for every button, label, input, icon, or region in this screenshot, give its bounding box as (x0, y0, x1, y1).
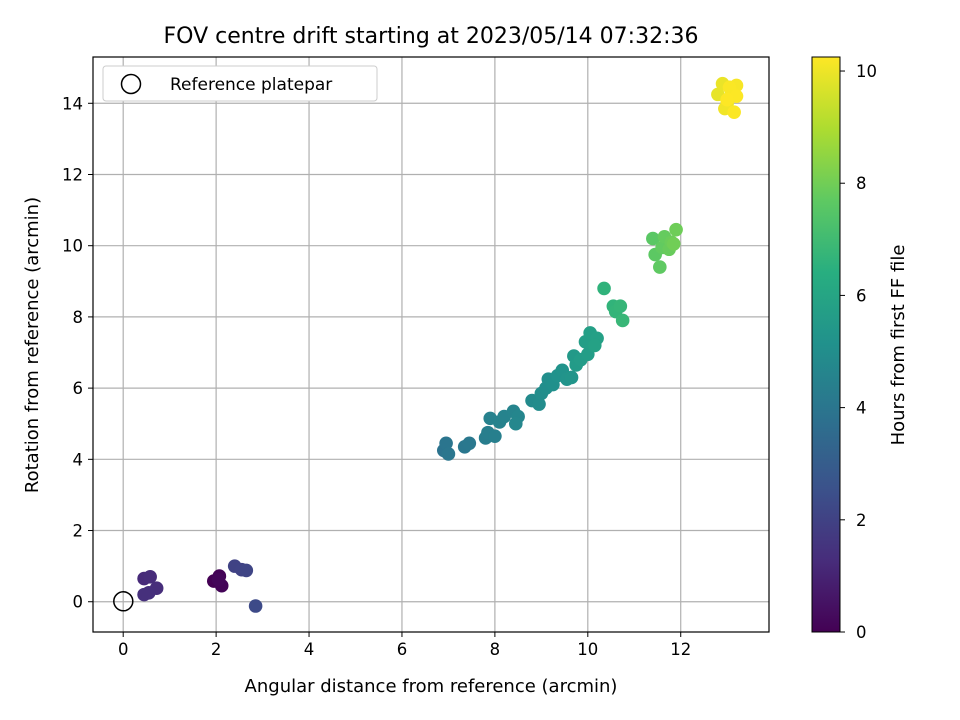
data-point (666, 237, 681, 251)
colorbar-tick-label: 0 (856, 623, 867, 642)
grid-lines (93, 57, 769, 632)
data-point (720, 92, 734, 107)
y-tick-label: 10 (62, 237, 83, 256)
reference-platepar-marker (113, 591, 134, 612)
legend-entry-reference-platepar: Reference platepar (170, 75, 332, 95)
data-point (597, 281, 611, 296)
legend-box (102, 65, 378, 102)
x-tick-label: 8 (490, 640, 501, 659)
data-point (439, 436, 453, 451)
data-point (587, 338, 602, 353)
data-point (653, 260, 667, 274)
y-tick-label: 6 (73, 379, 84, 398)
colorbar: 0 2 4 6 8 10 Hours from first FF file (811, 56, 909, 642)
x-tick-label: 10 (577, 640, 598, 659)
colorbar-ticks: 0 2 4 6 8 10 (840, 62, 877, 642)
data-point (564, 370, 579, 385)
data-point (211, 572, 226, 587)
x-tick-label: 2 (211, 640, 222, 659)
data-point (646, 231, 660, 246)
data-point (462, 436, 477, 451)
x-tick-label: 4 (304, 640, 315, 659)
legend-marker-icon (120, 73, 142, 95)
data-point (137, 587, 151, 602)
x-tick-label: 0 (118, 640, 129, 659)
y-tick-label: 12 (62, 165, 83, 184)
data-point (248, 599, 263, 613)
legend: Reference platepar (102, 65, 378, 102)
data-point (239, 563, 254, 578)
chart-title: FOV centre drift starting at 2023/05/14 … (164, 24, 699, 49)
y-axis-label: Rotation from reference (arcmin) (22, 197, 43, 493)
colorbar-label: Hours from first FF file (888, 245, 909, 446)
y-tick-label: 0 (73, 593, 84, 612)
colorbar-tick-label: 8 (856, 174, 867, 193)
data-point (532, 397, 546, 411)
y-tick-label: 4 (73, 450, 84, 469)
data-point (508, 416, 523, 431)
x-axis-ticks: 0 2 4 6 8 10 12 (118, 632, 691, 659)
x-tick-label: 6 (397, 640, 408, 659)
colorbar-tick-label: 2 (856, 511, 867, 530)
y-axis-ticks: 0 2 4 6 8 10 12 14 (62, 94, 93, 612)
data-point (727, 105, 741, 119)
colorbar-gradient (811, 56, 841, 633)
data-points (137, 76, 744, 613)
x-axis-label: Angular distance from reference (arcmin) (245, 676, 618, 697)
y-tick-label: 8 (73, 308, 84, 327)
data-point (613, 299, 628, 314)
data-point (441, 447, 456, 461)
colorbar-tick-label: 6 (856, 286, 867, 305)
plot-frame (92, 56, 770, 633)
y-tick-label: 14 (62, 94, 83, 113)
x-tick-label: 12 (670, 640, 691, 659)
data-point (488, 429, 502, 443)
y-tick-label: 2 (73, 522, 84, 541)
colorbar-tick-label: 4 (856, 399, 867, 418)
colorbar-tick-label: 10 (856, 62, 877, 81)
data-point (669, 222, 683, 237)
data-point (143, 570, 157, 584)
data-point (615, 313, 630, 328)
